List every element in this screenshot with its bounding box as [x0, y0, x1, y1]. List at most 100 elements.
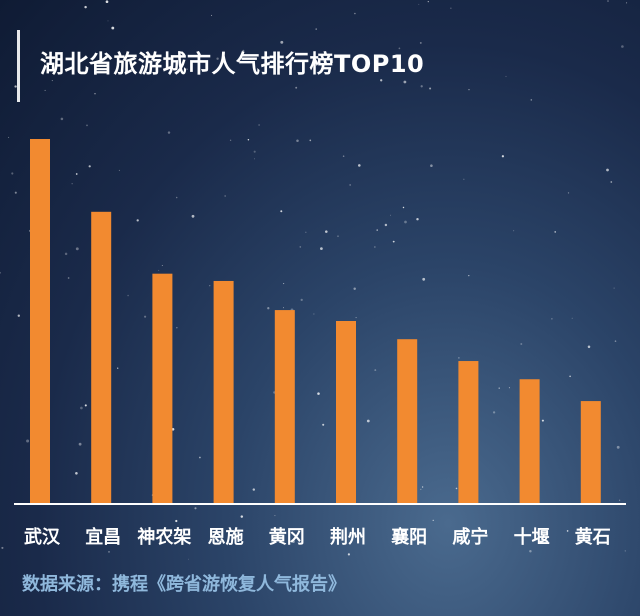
star-dot — [337, 235, 339, 237]
star-dot — [209, 285, 211, 287]
star-dot — [127, 294, 129, 297]
star-dot — [153, 530, 155, 532]
star-dot — [358, 164, 361, 167]
star-dot — [374, 246, 376, 248]
star-dot — [419, 41, 422, 44]
star-dot — [355, 317, 357, 319]
star-dot — [175, 196, 178, 199]
star-dot — [283, 283, 285, 285]
star-dot — [432, 519, 434, 522]
star-dot — [11, 172, 14, 175]
star-dot — [186, 68, 189, 70]
x-tick-label: 宜昌 — [85, 526, 121, 548]
star-dot — [376, 229, 378, 231]
star-dot — [254, 158, 255, 160]
star-dot — [144, 315, 147, 318]
star-dot — [421, 486, 424, 488]
x-tick-label: 十堰 — [514, 526, 550, 548]
star-dot — [216, 57, 219, 60]
star-dot — [396, 55, 397, 57]
star-dot — [610, 181, 613, 183]
star-dot — [541, 419, 544, 422]
star-dot — [554, 231, 557, 233]
star-dot — [94, 93, 96, 95]
star-dot — [347, 553, 350, 556]
star-dot — [274, 515, 276, 517]
star-dot — [492, 411, 496, 414]
star-dot — [191, 214, 195, 218]
star-dot — [75, 472, 78, 475]
star-dot — [188, 558, 189, 560]
star-dot — [353, 287, 356, 290]
star-dot — [86, 124, 88, 127]
star-dot — [587, 345, 591, 349]
star-dot — [296, 139, 299, 142]
star-dot — [198, 456, 201, 459]
star-dot — [498, 387, 500, 389]
star-dot — [295, 86, 298, 89]
star-dot — [252, 488, 255, 491]
star-dot — [161, 265, 163, 266]
bar-7 — [397, 339, 418, 503]
x-tick-label: 荆州 — [330, 526, 366, 548]
star-dot — [305, 231, 307, 233]
bar-3 — [152, 273, 173, 503]
star-dot — [626, 2, 628, 4]
star-dot — [64, 252, 68, 256]
star-dot — [402, 206, 405, 209]
star-dot — [67, 277, 70, 279]
star-dot — [569, 375, 571, 378]
star-dot — [536, 533, 539, 536]
star-dot — [613, 287, 615, 289]
star-dot — [606, 168, 609, 172]
x-tick-label: 恩施 — [208, 526, 244, 548]
star-dot — [78, 442, 82, 446]
star-dot — [429, 87, 432, 90]
star-dot — [280, 210, 283, 213]
star-dot — [398, 47, 401, 50]
bar-1 — [30, 139, 50, 503]
star-dot — [253, 150, 256, 153]
star-dot — [621, 45, 624, 48]
star-dot — [317, 392, 320, 395]
x-tick-label: 黄冈 — [269, 526, 305, 548]
x-tick-label: 神农架 — [137, 526, 191, 548]
bar-8 — [458, 361, 479, 503]
star-dot — [88, 165, 91, 168]
star-dot — [337, 527, 339, 529]
bar-10 — [580, 401, 601, 503]
x-tick-label: 黄石 — [575, 526, 611, 548]
star-dot — [450, 7, 452, 9]
star-dot — [211, 14, 213, 16]
star-dot — [390, 214, 391, 216]
star-dot — [107, 20, 109, 22]
star-dot — [80, 406, 83, 410]
star-dot — [320, 247, 323, 250]
x-tick-label: 襄阳 — [390, 526, 427, 548]
star-dot — [618, 499, 621, 501]
star-dot — [118, 169, 120, 171]
star-dot — [313, 313, 315, 315]
star-dot — [108, 551, 110, 553]
star-dot — [416, 217, 419, 221]
star-dot — [105, 0, 109, 4]
star-dot — [422, 277, 426, 281]
star-dot — [607, 0, 609, 2]
source-note: 数据来源：携程《跨省游恢复人气报告》 — [22, 574, 346, 595]
bar-6 — [336, 321, 356, 503]
star-dot — [349, 184, 351, 186]
star-dot — [420, 488, 422, 491]
star-dot — [366, 419, 370, 423]
star-dot — [26, 439, 30, 443]
star-dot — [614, 340, 617, 342]
star-dot — [283, 307, 285, 309]
star-dot — [194, 507, 197, 510]
star-dot — [17, 314, 20, 317]
star-dot — [136, 219, 139, 222]
star-dot — [14, 191, 17, 194]
title-accent-rule — [17, 30, 20, 102]
star-dot — [60, 117, 64, 121]
star-dot — [315, 28, 317, 30]
star-dot — [0, 271, 1, 274]
star-dot — [84, 5, 87, 9]
